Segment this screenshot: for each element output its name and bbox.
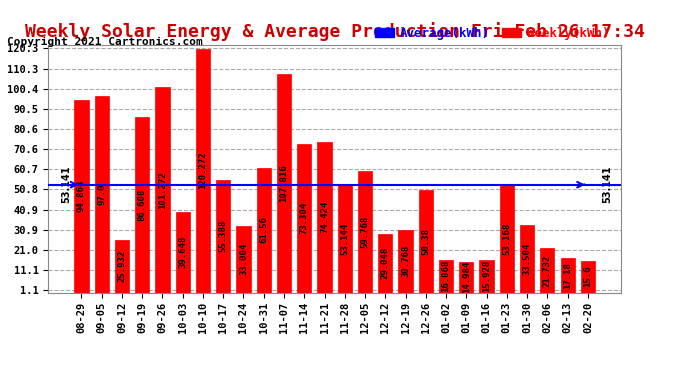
Bar [419, 190, 433, 292]
Text: 73.304: 73.304 [299, 202, 308, 234]
Title: Weekly Solar Energy & Average Production Fri Feb 26 17:34: Weekly Solar Energy & Average Production… [25, 22, 644, 40]
Bar [540, 248, 555, 292]
Text: 53.168: 53.168 [502, 222, 511, 255]
Text: 107.816: 107.816 [279, 164, 288, 202]
Bar [398, 230, 413, 292]
Bar [176, 212, 190, 292]
Bar [237, 225, 250, 292]
Text: 29.048: 29.048 [381, 247, 390, 279]
Bar [460, 262, 473, 292]
Bar [480, 260, 493, 292]
Text: 59.768: 59.768 [361, 216, 370, 248]
Text: 15.928: 15.928 [482, 260, 491, 292]
Text: 53.141: 53.141 [602, 166, 612, 204]
Bar [95, 96, 109, 292]
Bar [560, 258, 575, 292]
Text: 14.984: 14.984 [462, 261, 471, 293]
Text: 94.864: 94.864 [77, 180, 86, 212]
Text: 86.608: 86.608 [138, 189, 147, 221]
Text: 33.004: 33.004 [239, 243, 248, 275]
Bar [378, 234, 393, 292]
Text: 101.272: 101.272 [158, 171, 167, 208]
Bar [358, 171, 372, 292]
Bar [115, 240, 129, 292]
Text: 61.56: 61.56 [259, 217, 268, 243]
Text: 55.388: 55.388 [219, 220, 228, 252]
Bar [135, 117, 149, 292]
Text: 50.38: 50.38 [422, 228, 431, 255]
Text: Copyright 2021 Cartronics.com: Copyright 2021 Cartronics.com [7, 37, 203, 47]
Bar [257, 168, 271, 292]
Text: 16.068: 16.068 [442, 260, 451, 292]
Bar [155, 87, 170, 292]
Text: 15.6: 15.6 [583, 266, 593, 287]
Text: 21.732: 21.732 [543, 254, 552, 286]
Text: 53.141: 53.141 [61, 166, 71, 204]
Bar [297, 144, 311, 292]
Bar [75, 100, 88, 292]
Bar [337, 184, 352, 292]
Text: 25.932: 25.932 [117, 250, 126, 282]
Bar [216, 180, 230, 292]
Bar [520, 225, 534, 292]
Text: 30.768: 30.768 [401, 245, 410, 278]
Text: 39.648: 39.648 [178, 236, 187, 268]
Bar [500, 184, 514, 292]
Bar [317, 141, 332, 292]
Text: 53.144: 53.144 [340, 222, 349, 255]
Bar [439, 260, 453, 292]
Text: 120.272: 120.272 [199, 152, 208, 189]
Text: 17.18: 17.18 [563, 262, 572, 288]
Bar [581, 261, 595, 292]
Text: 74.424: 74.424 [320, 201, 329, 233]
Text: 33.504: 33.504 [522, 242, 531, 274]
Bar [196, 48, 210, 292]
Legend: Average(kWh), Weekly(kWh): Average(kWh), Weekly(kWh) [370, 21, 615, 45]
Bar [277, 74, 291, 292]
Text: 97.0: 97.0 [97, 183, 106, 205]
